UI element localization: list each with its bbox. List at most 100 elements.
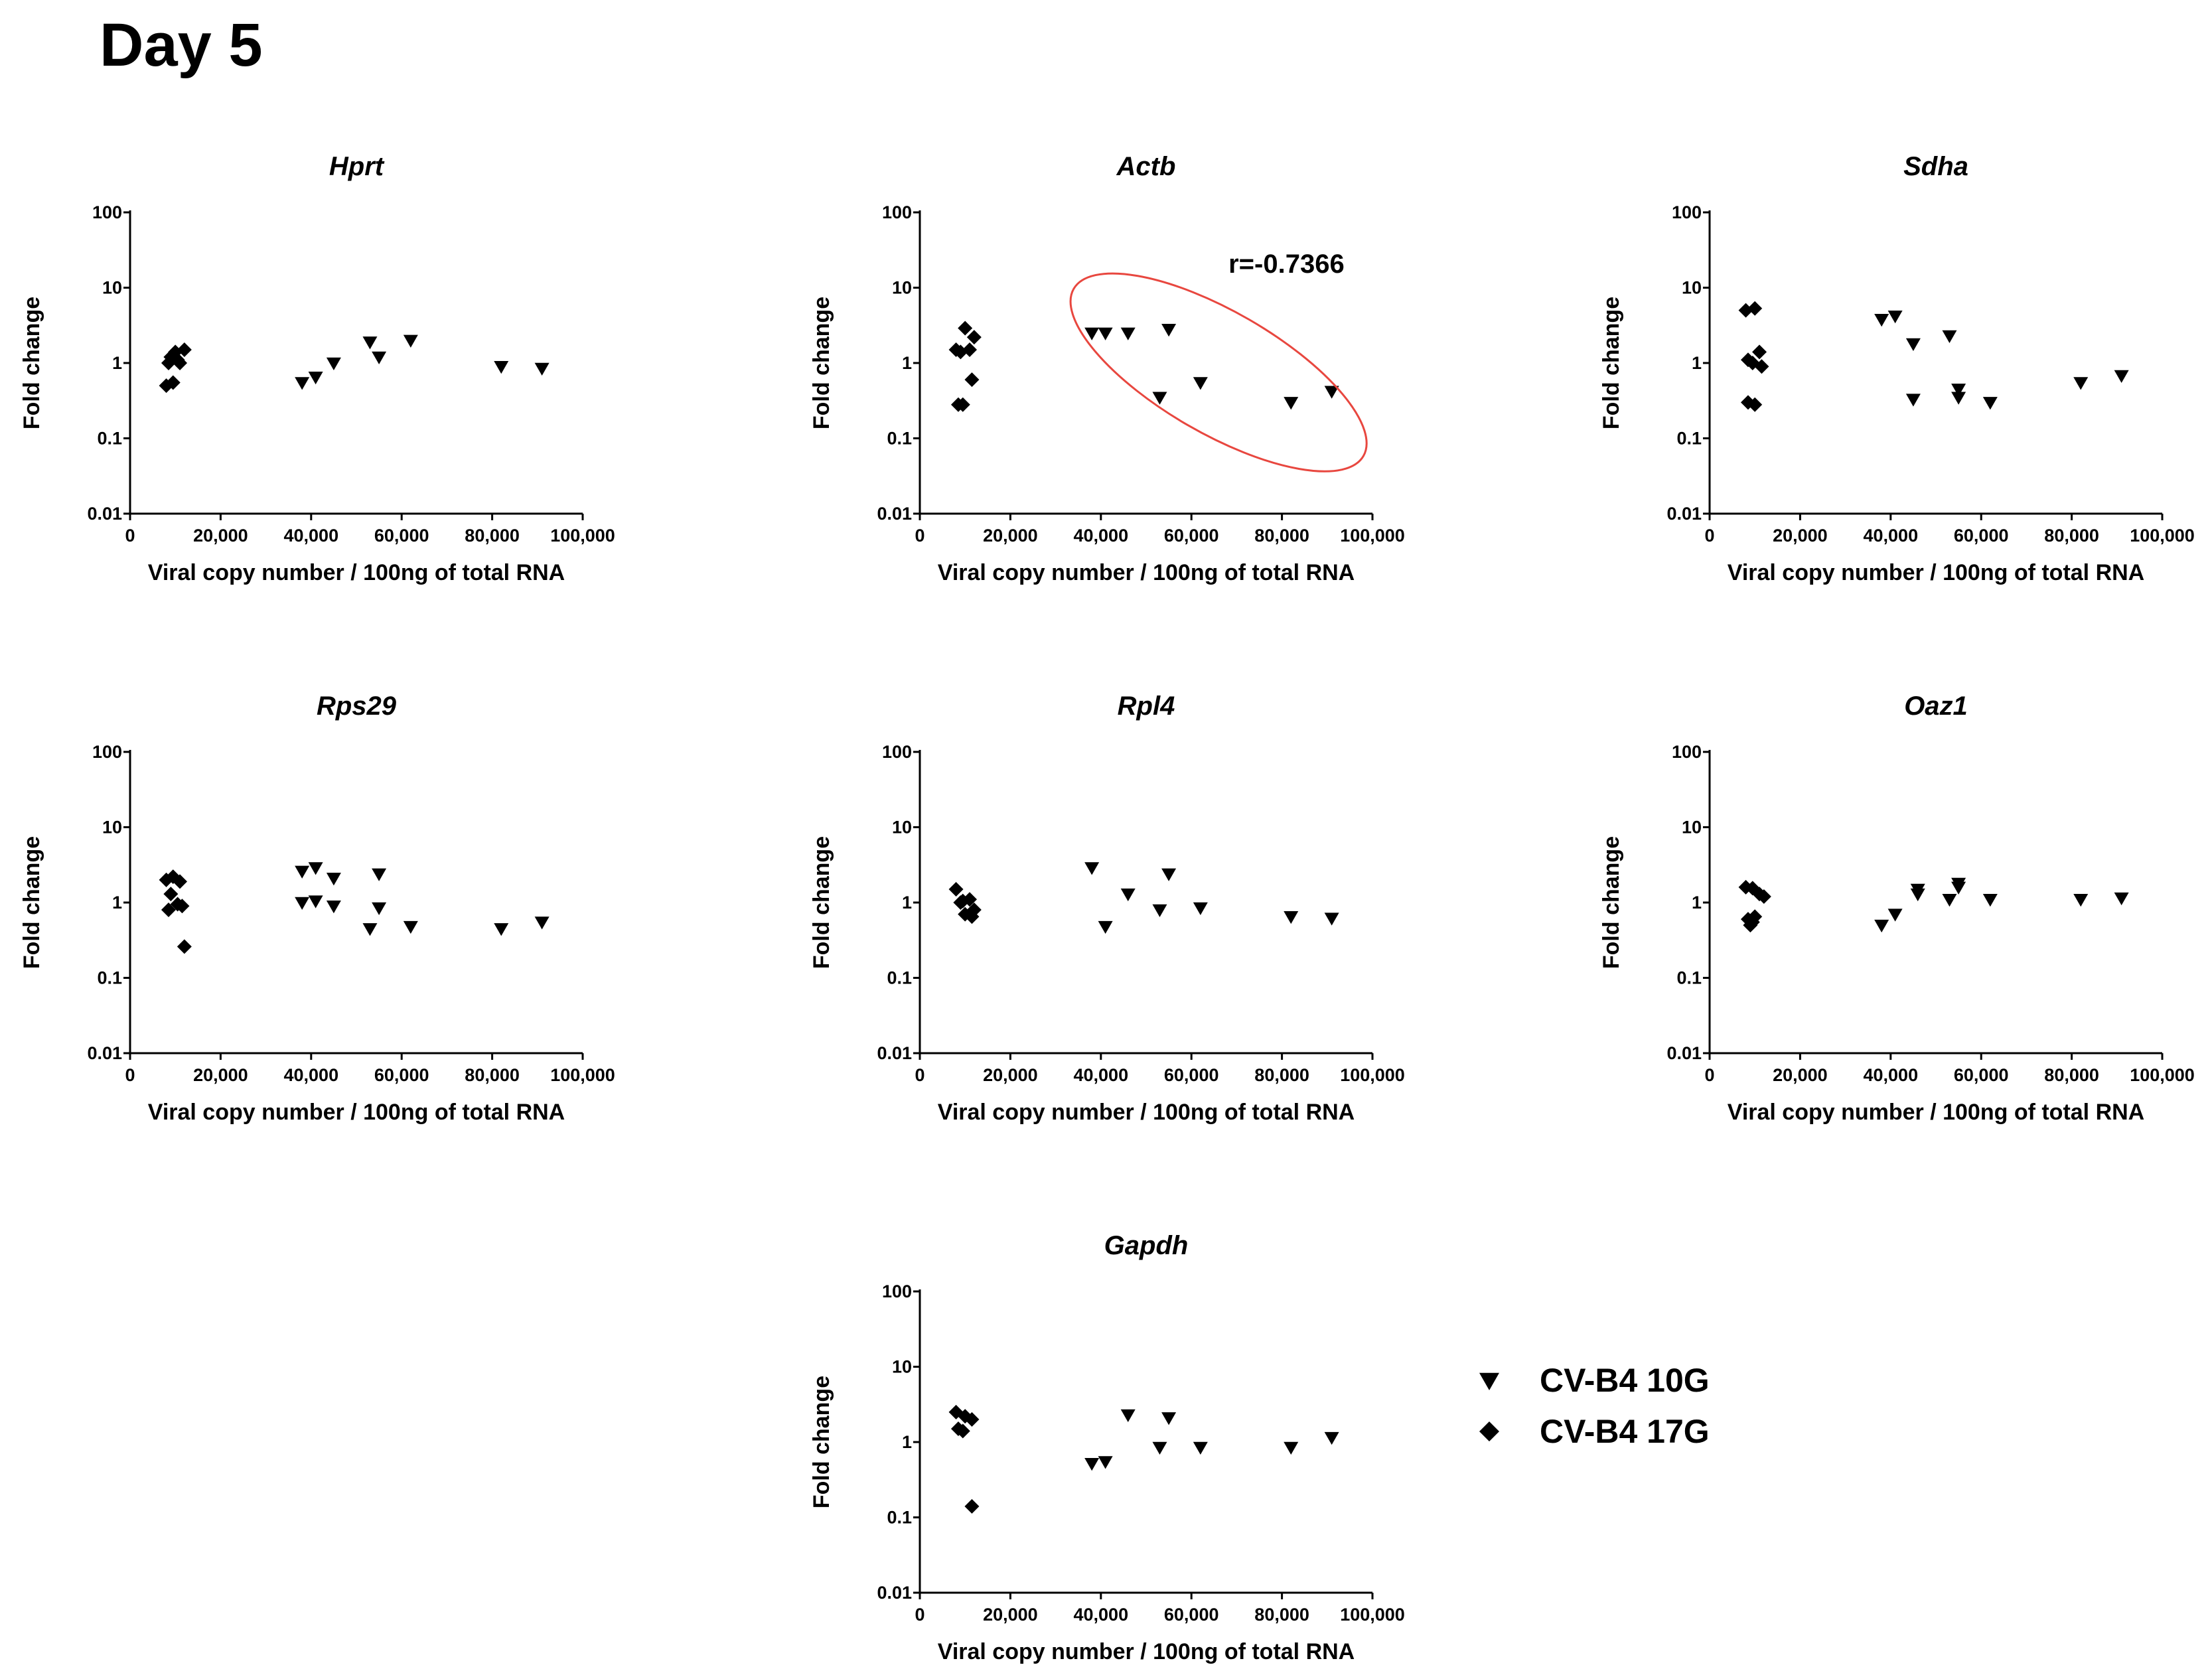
data-point [534, 916, 550, 930]
legend-label: CV-B4 17G [1540, 1413, 1710, 1450]
data-point [964, 1412, 980, 1427]
y-tick-label: 0.1 [1676, 429, 1702, 449]
y-axis-label: Fold change [1599, 297, 1624, 429]
y-tick-label: 10 [892, 278, 912, 298]
data-point [1120, 888, 1136, 902]
y-tick-label: 10 [892, 818, 912, 837]
data-point [1152, 904, 1167, 917]
x-axis-label: Viral copy number / 100ng of total RNA [1728, 560, 2145, 585]
data-point [177, 342, 192, 358]
x-tick-label: 40,000 [1074, 1605, 1129, 1625]
data-point [1161, 1412, 1177, 1425]
chart-panel-rps29: 0.01 0.1 1 10 100 0 20,000 40,000 60,000 80,000 10… [19, 691, 615, 1125]
data-point [177, 939, 192, 954]
data-point [1756, 889, 1771, 905]
data-point [1084, 327, 1100, 340]
y-tick-label: 100 [92, 742, 122, 762]
data-point [295, 897, 310, 910]
x-tick-label: 80,000 [2044, 526, 2099, 546]
data-point [1982, 894, 1998, 907]
data-point [1905, 338, 1921, 352]
x-axis-label: Viral copy number / 100ng of total RNA [1728, 1100, 2145, 1125]
chart-panel-gapdh: 0.01 0.1 1 10 100 0 20,000 40,000 60,000 80,000 10… [809, 1231, 1405, 1664]
y-tick-label: 0.1 [97, 429, 122, 449]
data-point [1098, 327, 1113, 340]
y-axis-label: Fold change [19, 297, 44, 429]
data-point [534, 362, 550, 376]
x-tick-label: 20,000 [1773, 1065, 1828, 1085]
data-point [1084, 1457, 1100, 1471]
data-point [955, 893, 970, 909]
x-tick-label: 100,000 [550, 1065, 615, 1085]
y-tick-label: 100 [882, 742, 912, 762]
data-point [403, 920, 418, 934]
data-point [1193, 1441, 1208, 1455]
y-tick-label: 0.1 [887, 1508, 912, 1528]
x-tick-label: 0 [915, 1605, 924, 1625]
x-tick-label: 100,000 [1340, 1605, 1405, 1625]
x-tick-label: 60,000 [1164, 1605, 1219, 1625]
y-tick-label: 0.01 [877, 504, 912, 524]
data-point [1324, 386, 1339, 399]
y-tick-label: 10 [892, 1357, 912, 1377]
x-tick-label: 60,000 [374, 1065, 429, 1085]
data-point [948, 882, 964, 897]
y-axis-label: Fold change [809, 1376, 834, 1508]
y-tick-label: 0.1 [887, 429, 912, 449]
data-point [362, 336, 378, 350]
y-tick-label: 0.1 [887, 968, 912, 988]
data-point [1951, 384, 1966, 397]
x-tick-label: 20,000 [983, 1605, 1038, 1625]
chart-title: Oaz1 [1904, 691, 1968, 721]
data-point [1284, 397, 1299, 410]
x-tick-label: 20,000 [983, 1065, 1038, 1085]
chart-title: Actb [1116, 152, 1176, 181]
x-tick-label: 40,000 [284, 1065, 339, 1085]
data-point [1747, 301, 1763, 316]
data-point [2114, 892, 2129, 906]
y-tick-label: 10 [102, 818, 122, 837]
data-point [372, 351, 387, 365]
x-tick-label: 80,000 [1254, 1065, 1309, 1085]
y-axis-label: Fold change [809, 836, 834, 969]
x-tick-label: 20,000 [983, 526, 1038, 546]
data-point [372, 902, 387, 916]
data-point [1942, 330, 1957, 343]
data-point [2073, 377, 2089, 390]
data-point [1887, 909, 1903, 922]
x-tick-label: 40,000 [1864, 1065, 1919, 1085]
x-tick-label: 80,000 [1254, 1605, 1309, 1625]
y-tick-label: 1 [902, 1432, 912, 1452]
data-point [1752, 344, 1767, 360]
data-point [1951, 881, 1966, 895]
data-point [308, 895, 323, 909]
data-point [1754, 359, 1769, 374]
y-tick-label: 0.01 [877, 1043, 912, 1063]
y-axis-label: Fold change [809, 297, 834, 429]
data-point [163, 887, 179, 902]
y-tick-label: 0.1 [97, 968, 122, 988]
data-point [1747, 397, 1763, 412]
x-tick-label: 0 [125, 1065, 135, 1085]
data-point [326, 873, 341, 886]
y-tick-label: 1 [112, 353, 122, 373]
x-tick-label: 0 [915, 1065, 924, 1085]
data-point [295, 865, 310, 879]
data-point [964, 1498, 980, 1514]
data-point [1887, 311, 1903, 324]
data-point [1905, 394, 1921, 407]
data-point [953, 344, 968, 360]
x-tick-label: 60,000 [1164, 1065, 1219, 1085]
data-point [964, 909, 980, 924]
data-point [326, 357, 341, 370]
chart-panel-oaz1: 0.01 0.1 1 10 100 0 20,000 40,000 60,000 80,000 10… [1599, 691, 2195, 1125]
data-point [1193, 902, 1208, 916]
data-point [372, 868, 387, 881]
data-point [1193, 377, 1208, 390]
x-tick-label: 80,000 [465, 1065, 520, 1085]
chart-title: Sdha [1903, 152, 1968, 181]
y-tick-label: 10 [102, 278, 122, 298]
y-tick-label: 1 [1692, 893, 1702, 912]
chart-title: Hprt [329, 152, 385, 181]
